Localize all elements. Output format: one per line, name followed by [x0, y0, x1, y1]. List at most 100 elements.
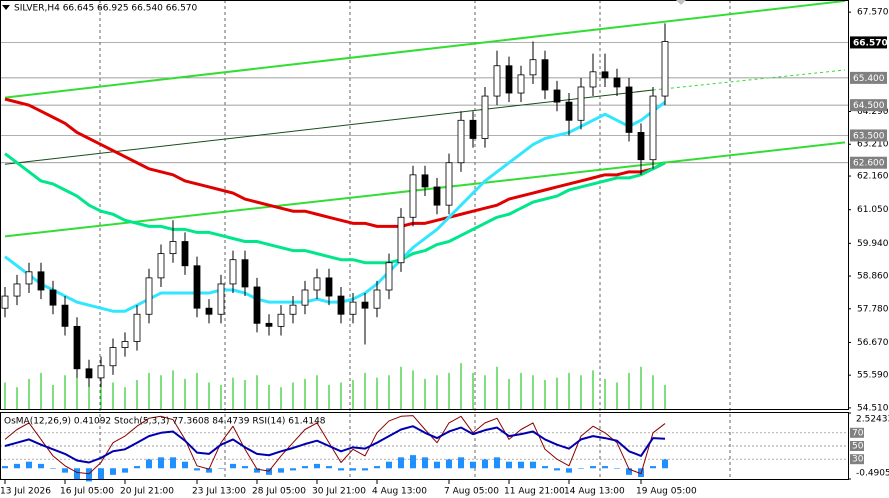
candle-body [517, 74, 525, 94]
osma-bar [194, 468, 200, 471]
candle-body [181, 241, 189, 267]
x-tick-label: 11 Aug 21:00 [504, 487, 565, 497]
osma-bar [242, 466, 248, 469]
candle-body [85, 368, 93, 379]
candle-body [265, 322, 273, 327]
osma-bar [650, 466, 656, 469]
candle-body [481, 95, 489, 139]
level-tag [850, 129, 887, 142]
candle-body [61, 304, 69, 327]
candle-body [553, 89, 561, 103]
level-tag [850, 156, 887, 169]
menu-arrow[interactable] [2, 5, 10, 10]
candle-body [253, 286, 261, 324]
x-tick-label: 13 Jul 2026 [0, 487, 51, 497]
candle-body [361, 301, 369, 309]
x-tick-label: 16 Jul 05:00 [60, 487, 114, 497]
moving-average [4, 152, 666, 265]
osma-bar [494, 457, 500, 469]
osma-bar [566, 468, 572, 473]
osma-tick-label: 2.52433 [856, 415, 889, 425]
x-tick-label: 14 Aug 13:00 [564, 487, 625, 497]
osma-bar [542, 466, 548, 469]
osma-bar [482, 459, 488, 469]
osma-bar [662, 459, 668, 469]
candle-body [349, 301, 357, 315]
osma-bar [434, 461, 440, 469]
x-tick-label: 30 Jul 21:00 [312, 487, 366, 497]
osma-bar [326, 466, 332, 469]
candle-body [49, 289, 57, 306]
candle-body [325, 277, 333, 297]
osma-bar [350, 468, 356, 471]
y-tick-label: 62.160 [857, 172, 889, 182]
candle-body [157, 253, 165, 279]
candle-body [541, 59, 549, 91]
candle-body [577, 86, 585, 121]
osma-bar [62, 468, 68, 473]
y-tick-label: 59.940 [857, 239, 889, 249]
osma-bar [470, 461, 476, 469]
y-tick-label: 67.570 [857, 8, 889, 18]
osma-bar [122, 468, 128, 473]
candle-body [277, 313, 285, 327]
x-tick-label: 7 Aug 05:00 [444, 487, 499, 497]
indicator-tick-label: 30 [852, 455, 864, 465]
y-tick-label: 54.510 [857, 403, 889, 413]
osma-bar [614, 468, 620, 469]
osma-bar [578, 468, 584, 469]
trendline [652, 69, 846, 91]
vertical-grid [99, 0, 731, 480]
osma-bar [254, 468, 260, 473]
candle-body [133, 313, 141, 342]
candle-body [469, 119, 477, 139]
osma-bar [50, 468, 56, 469]
level-label: 64.500 [853, 101, 885, 111]
osma-bar [386, 461, 392, 469]
osma-bar [290, 468, 296, 471]
candle-body [193, 265, 201, 309]
stoch-line [4, 415, 666, 475]
candle-body [145, 277, 153, 315]
osma-bar [170, 457, 176, 469]
osma-bar [26, 461, 32, 469]
candle-body [373, 289, 381, 309]
candle-body [637, 132, 645, 161]
osma-bar [530, 461, 536, 469]
candle-body [493, 65, 501, 97]
osma-bar [398, 457, 404, 469]
candle-body [13, 283, 21, 297]
candle-body [649, 95, 657, 161]
osma-bar [38, 463, 44, 469]
osma-bar [230, 463, 236, 469]
candle-body [565, 101, 573, 121]
x-tick-label: 4 Aug 13:00 [372, 487, 427, 497]
osma-bar [554, 468, 560, 471]
osma-bar [218, 468, 224, 469]
y-tick-label: 55.590 [857, 371, 889, 381]
candle-body [529, 59, 537, 76]
osma-bar [146, 459, 152, 469]
candle-body [397, 216, 405, 264]
candle-body [613, 77, 621, 88]
osma-bar [602, 466, 608, 469]
indicator-title: OsMA(12,26,9) 0.41092 Stoch(5,3,3) 77.36… [4, 417, 326, 427]
x-tick-label: 19 Aug 05:00 [636, 487, 697, 497]
x-tick-label: 20 Jul 21:00 [120, 487, 174, 497]
osma-bar [2, 466, 8, 469]
osma-bar [74, 468, 80, 480]
candle-body [661, 41, 669, 97]
main-frame [0, 0, 849, 410]
candle-body [433, 186, 441, 206]
osma-bar [422, 457, 428, 469]
candle-body [313, 277, 321, 291]
osma-bar [590, 466, 596, 469]
osma-bar [158, 457, 164, 469]
candle-body [169, 241, 177, 255]
candle-body [109, 347, 117, 367]
candle-body [589, 71, 597, 88]
osma-tick-label: -0.49053 [856, 469, 889, 479]
